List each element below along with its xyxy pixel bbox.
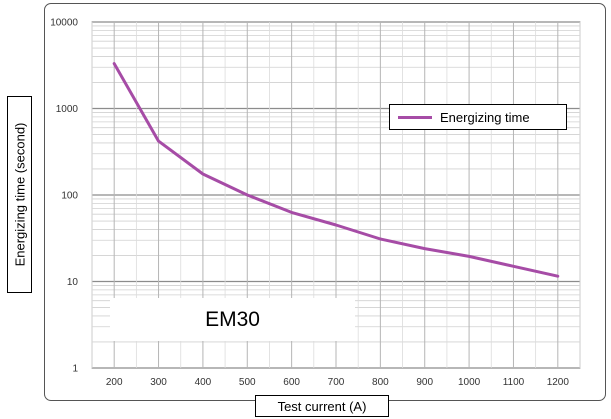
x-tick-label: 200 (106, 377, 123, 388)
y-axis-label-text: Energizing time (second) (12, 122, 28, 267)
y-tick-label: 1000 (56, 104, 79, 115)
model-annotation: EM30 (110, 298, 355, 341)
x-tick-label: 900 (416, 377, 433, 388)
x-tick-label: 400 (195, 377, 212, 388)
legend-swatch (398, 115, 432, 119)
y-tick-label: 1 (72, 364, 78, 375)
y-axis-label: Energizing time (second) (7, 96, 32, 293)
x-tick-label: 500 (239, 377, 256, 388)
x-tick-label: 1000 (458, 377, 481, 388)
x-tick-label: 1100 (503, 377, 525, 388)
x-tick-label: 600 (283, 377, 300, 388)
legend: Energizing time (389, 104, 567, 130)
y-tick-label: 10 (67, 277, 79, 288)
x-tick-label: 1200 (547, 377, 570, 388)
y-tick-label: 100 (61, 191, 78, 202)
x-tick-label: 800 (372, 377, 389, 388)
x-tick-label: 700 (328, 377, 345, 388)
series-line (112, 62, 560, 278)
x-axis-label: Test current (A) (255, 395, 389, 417)
x-tick-label: 300 (150, 377, 167, 388)
legend-entry-label: Energizing time (440, 109, 530, 125)
y-tick-label: 10000 (50, 18, 78, 29)
